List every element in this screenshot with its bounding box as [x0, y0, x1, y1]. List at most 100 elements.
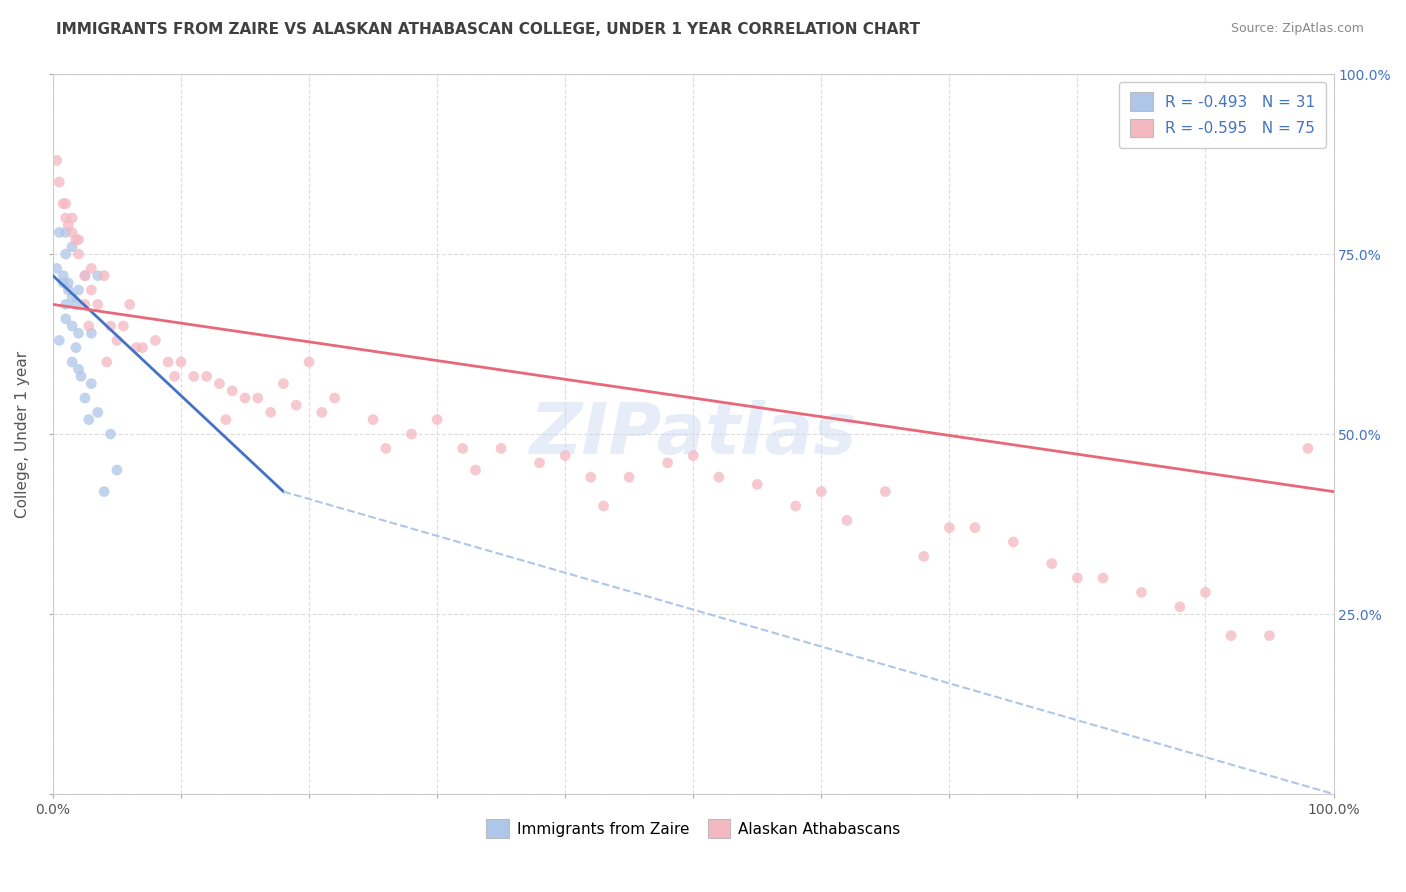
Point [145, 334, 167, 348]
Point [183, 369, 205, 384]
Point [1130, 585, 1153, 599]
Point [52, 276, 75, 290]
Point [77, 412, 100, 426]
Point [65, 233, 87, 247]
Point [96, 355, 118, 369]
Point [55, 196, 77, 211]
Point [1002, 535, 1025, 549]
Point [426, 412, 449, 426]
Point [682, 449, 704, 463]
Y-axis label: College, Under 1 year: College, Under 1 year [15, 351, 30, 517]
Point [489, 442, 512, 456]
Point [579, 470, 602, 484]
Point [707, 470, 730, 484]
Point [374, 442, 396, 456]
Point [215, 412, 238, 426]
Point [592, 499, 614, 513]
Point [60, 290, 83, 304]
Point [208, 376, 231, 391]
Point [73, 391, 96, 405]
Point [73, 268, 96, 283]
Point [52, 268, 75, 283]
Point [55, 311, 77, 326]
Point [87, 405, 110, 419]
Point [810, 484, 832, 499]
Point [45, 153, 67, 168]
Point [65, 341, 87, 355]
Point [1296, 442, 1319, 456]
Point [55, 247, 77, 261]
Point [65, 297, 87, 311]
Point [1220, 629, 1243, 643]
Point [298, 355, 321, 369]
Point [1066, 571, 1088, 585]
Point [1258, 629, 1281, 643]
Point [73, 297, 96, 311]
Point [60, 240, 83, 254]
Point [77, 318, 100, 333]
Point [195, 369, 218, 384]
Text: IMMIGRANTS FROM ZAIRE VS ALASKAN ATHABASCAN COLLEGE, UNDER 1 YEAR CORRELATION CH: IMMIGRANTS FROM ZAIRE VS ALASKAN ATHABAS… [56, 22, 921, 37]
Point [87, 297, 110, 311]
Point [48, 175, 70, 189]
Point [112, 318, 135, 333]
Point [48, 334, 70, 348]
Point [875, 484, 897, 499]
Text: ZIPatlas: ZIPatlas [530, 400, 856, 468]
Point [273, 376, 295, 391]
Point [1040, 557, 1063, 571]
Point [131, 341, 153, 355]
Point [157, 355, 180, 369]
Point [554, 449, 576, 463]
Point [48, 226, 70, 240]
Point [785, 499, 807, 513]
Point [58, 218, 80, 232]
Point [55, 297, 77, 311]
Point [80, 283, 103, 297]
Point [80, 261, 103, 276]
Point [233, 391, 256, 405]
Point [87, 268, 110, 283]
Point [60, 355, 83, 369]
Point [93, 484, 115, 499]
Point [55, 211, 77, 225]
Point [58, 283, 80, 297]
Point [55, 226, 77, 240]
Point [246, 391, 269, 405]
Point [105, 334, 128, 348]
Point [100, 427, 122, 442]
Point [285, 398, 308, 412]
Point [60, 226, 83, 240]
Point [80, 326, 103, 341]
Point [67, 326, 90, 341]
Point [118, 297, 141, 311]
Point [835, 513, 858, 527]
Point [45, 261, 67, 276]
Point [60, 318, 83, 333]
Point [1168, 599, 1191, 614]
Point [67, 233, 90, 247]
Point [259, 405, 281, 419]
Point [323, 391, 346, 405]
Point [361, 412, 384, 426]
Point [221, 384, 243, 398]
Point [93, 268, 115, 283]
Point [125, 341, 148, 355]
Point [747, 477, 769, 491]
Point [938, 520, 960, 534]
Point [311, 405, 333, 419]
Point [60, 211, 83, 225]
Point [1091, 571, 1114, 585]
Legend: Immigrants from Zaire, Alaskan Athabascans: Immigrants from Zaire, Alaskan Athabasca… [479, 814, 907, 844]
Point [464, 463, 486, 477]
Point [657, 456, 679, 470]
Point [67, 283, 90, 297]
Point [170, 355, 193, 369]
Point [70, 369, 93, 384]
Point [80, 376, 103, 391]
Point [105, 463, 128, 477]
Point [963, 520, 986, 534]
Point [529, 456, 551, 470]
Point [451, 442, 474, 456]
Point [912, 549, 935, 564]
